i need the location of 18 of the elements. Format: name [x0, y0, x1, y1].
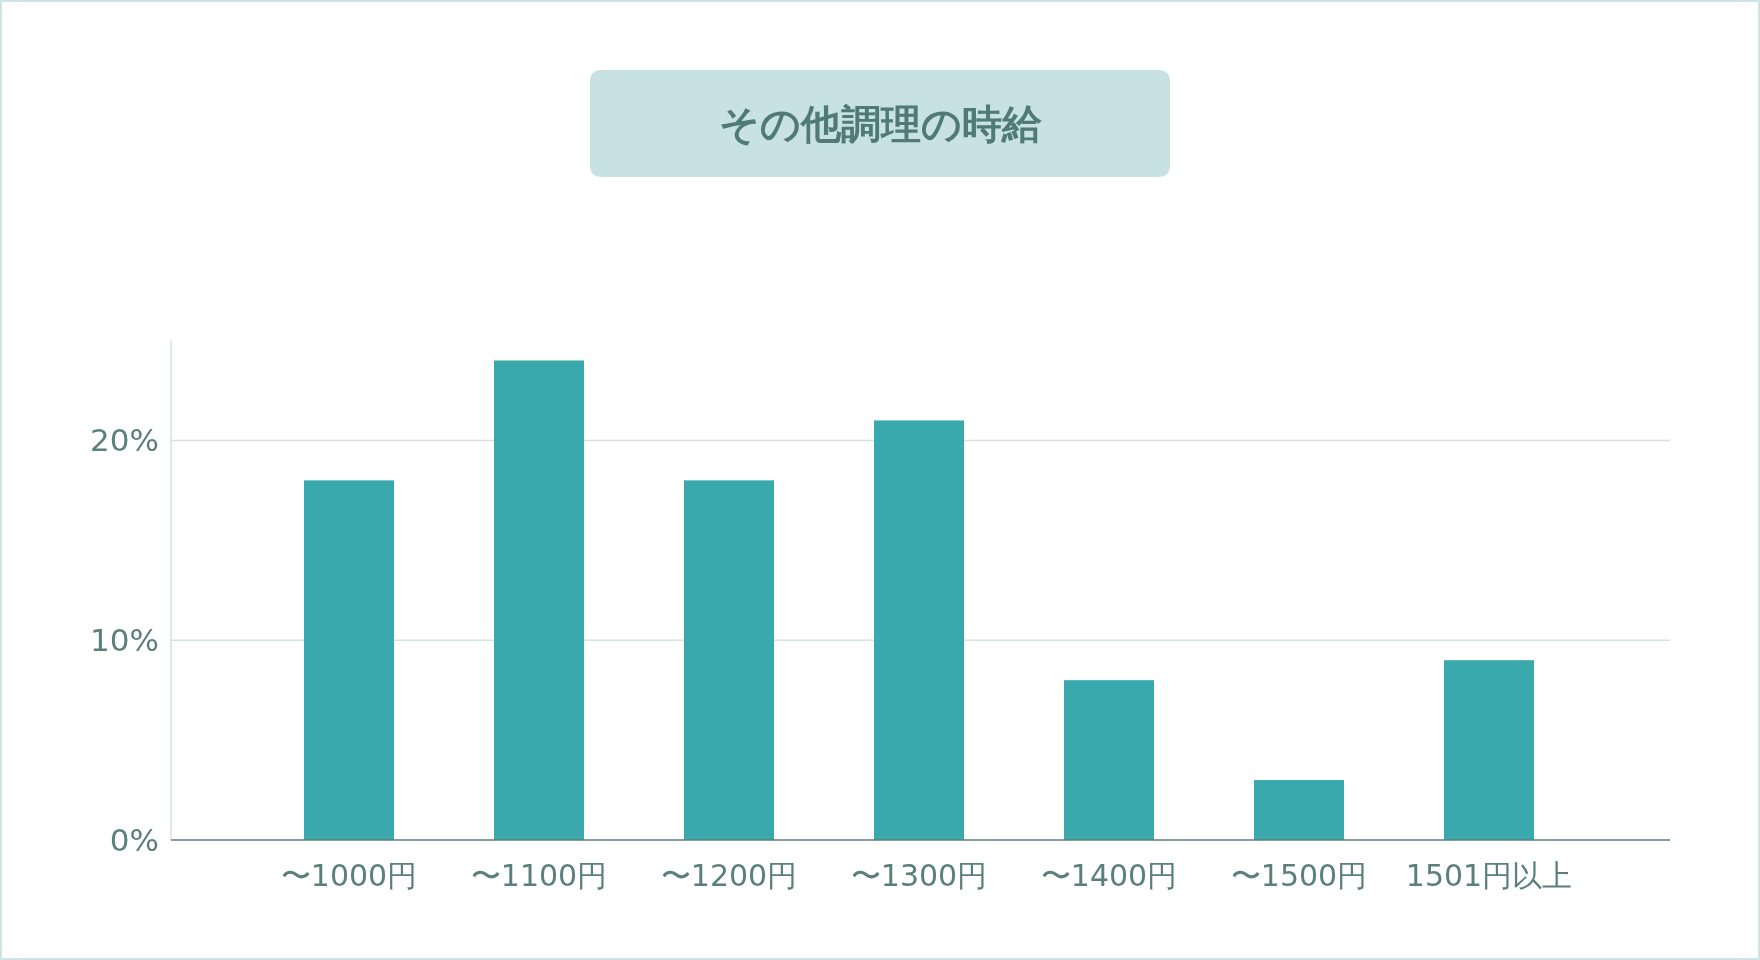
bar	[304, 480, 394, 840]
bar	[684, 480, 774, 840]
bar	[494, 360, 584, 840]
x-tick-label: 〜1000円	[280, 858, 418, 893]
x-tick-label: 〜1300円	[850, 858, 988, 893]
y-tick-label: 10%	[90, 622, 159, 659]
x-tick-label: 〜1500円	[1230, 858, 1368, 893]
y-tick-label: 0%	[109, 822, 159, 858]
bar	[874, 420, 964, 840]
x-tick-label: 〜1200円	[660, 858, 798, 893]
x-tick-label: 〜1100円	[470, 858, 608, 893]
bar	[1254, 780, 1344, 840]
bar	[1444, 660, 1534, 840]
x-tick-label: 1501円以上	[1405, 858, 1573, 893]
x-tick-label: 〜1400円	[1040, 858, 1178, 893]
chart-title: その他調理の時給	[718, 101, 1043, 147]
y-tick-label: 20%	[90, 422, 159, 459]
bar	[1064, 680, 1154, 840]
